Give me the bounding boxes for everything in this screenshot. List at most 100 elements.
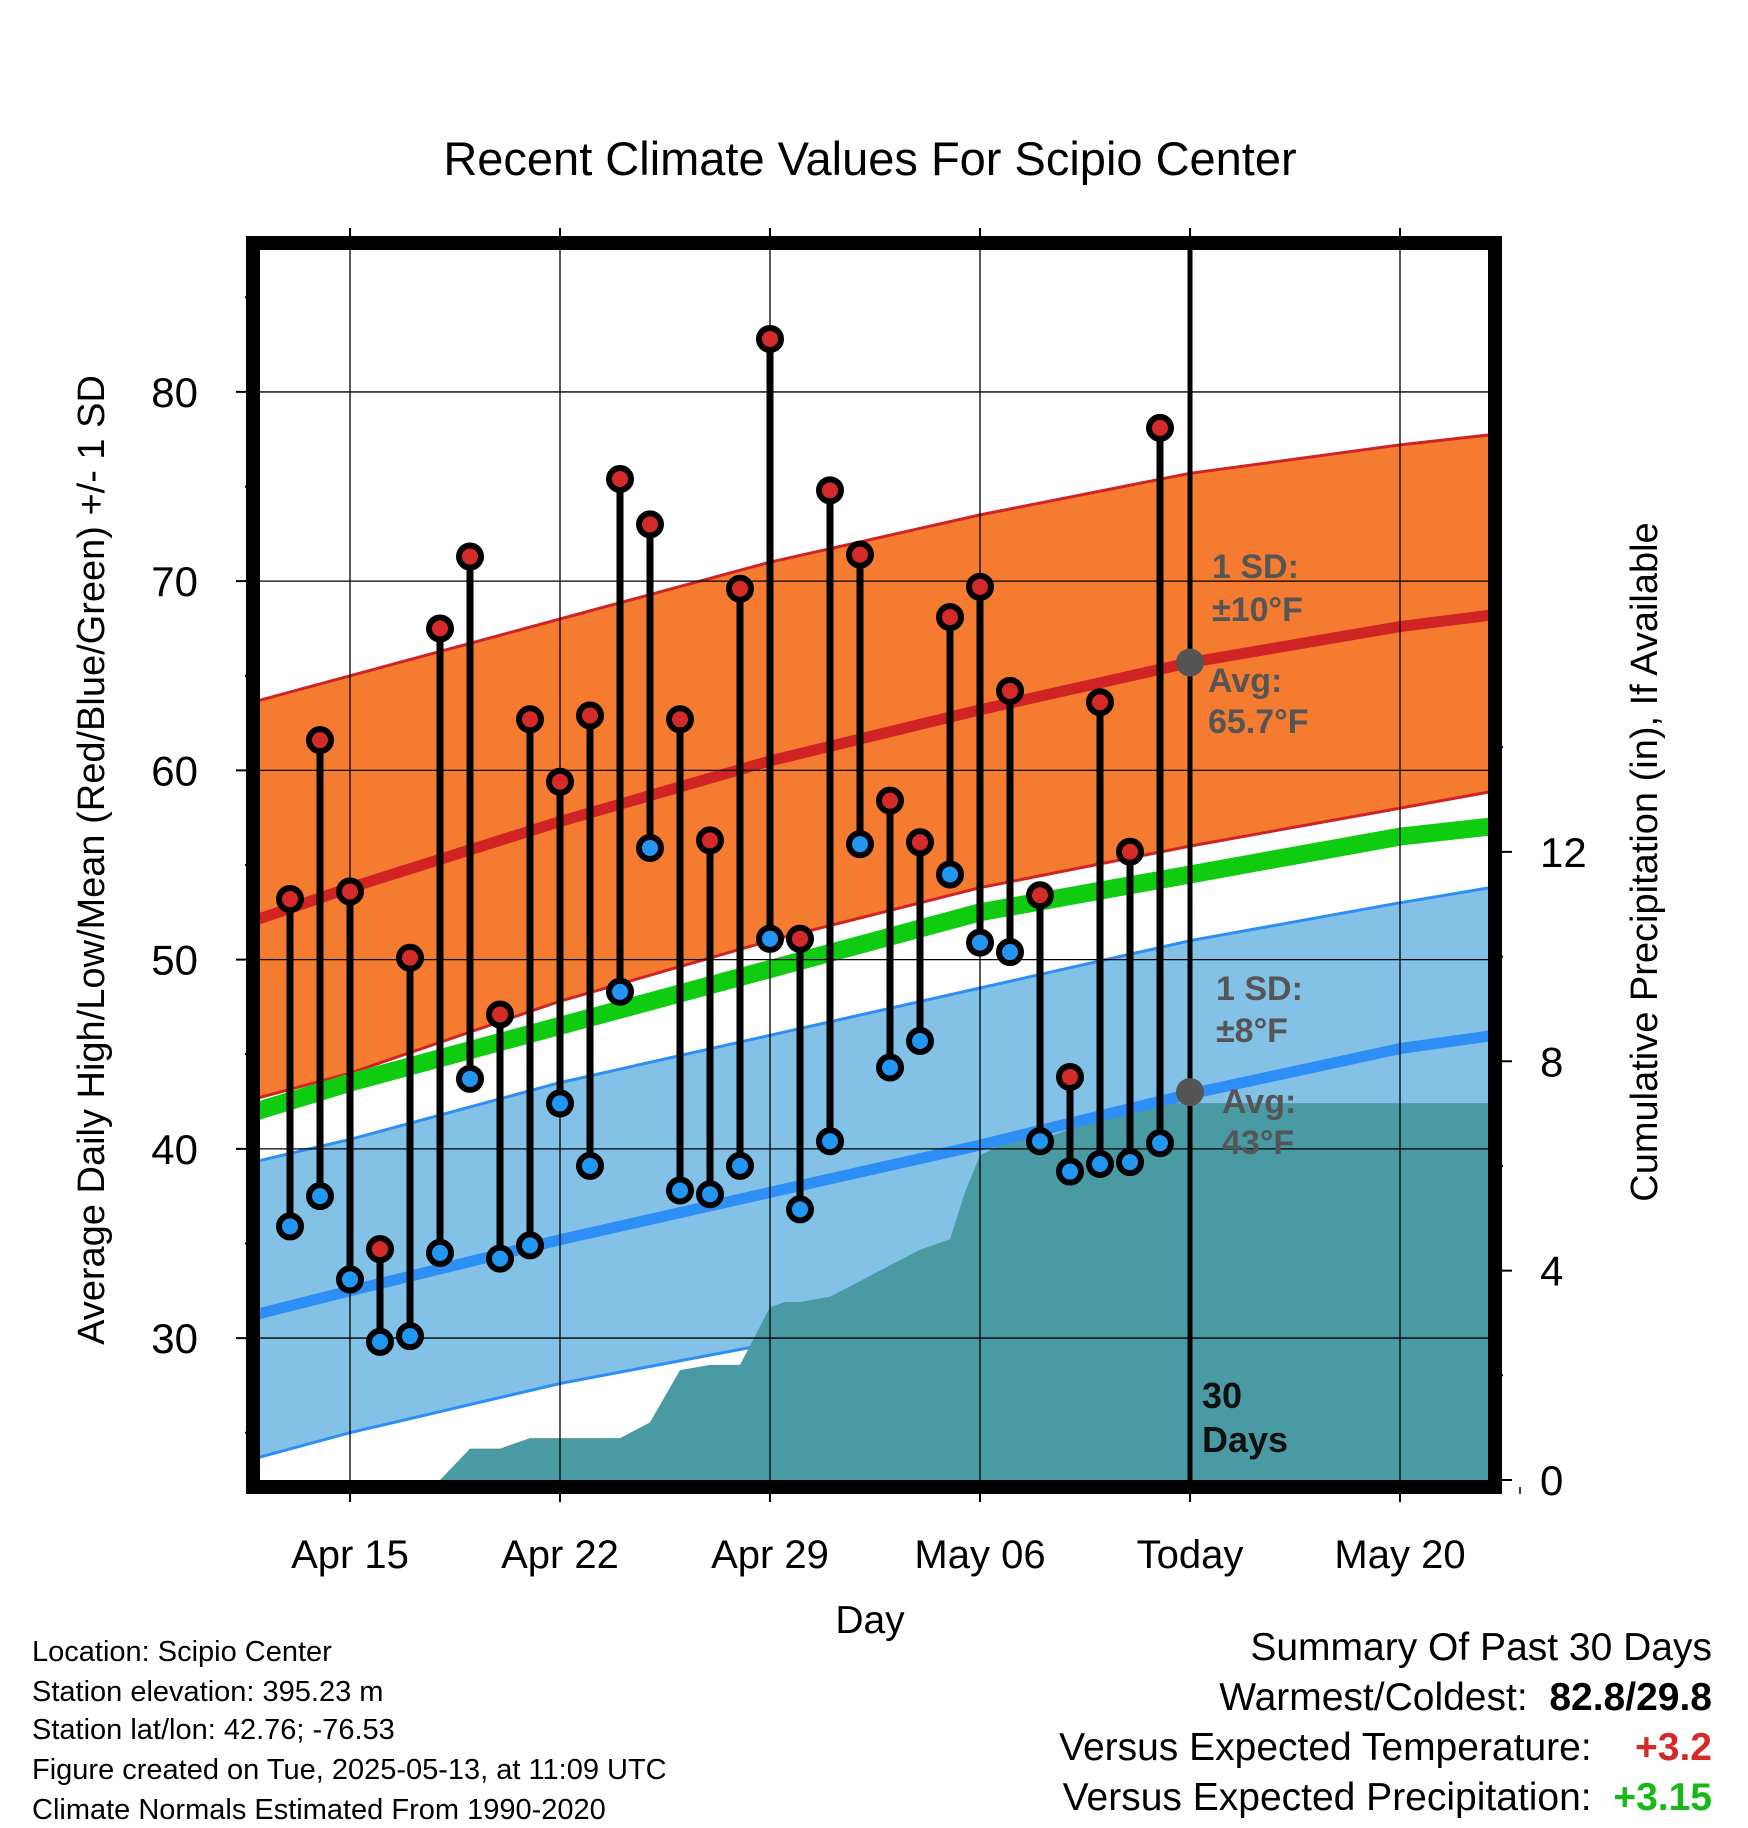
low-temp-point xyxy=(696,1180,724,1209)
high-avg-value: 65.7°F xyxy=(1208,703,1309,741)
low-temp-point xyxy=(816,1127,844,1156)
low-temp-point xyxy=(486,1244,514,1273)
chart-title: Recent Climate Values For Scipio Center xyxy=(443,132,1296,185)
summary-precip: Versus Expected Precipitation: +3.15 xyxy=(1063,1778,1712,1817)
high-temp-point xyxy=(906,828,934,857)
temp-label: Versus Expected Temperature: xyxy=(1059,1726,1592,1769)
low-temp-point xyxy=(546,1089,574,1118)
high-temp-point xyxy=(1146,413,1174,442)
low-temp-point xyxy=(936,860,964,889)
x-tick-label: Apr 15 xyxy=(291,1533,409,1577)
x-axis-label: Day xyxy=(835,1599,905,1642)
low-temp-point xyxy=(756,924,784,953)
y-tick-label: 50 xyxy=(151,937,198,984)
summary-temp: Versus Expected Temperature: +3.2 xyxy=(1059,1728,1712,1767)
high-sd-label: 1 SD: xyxy=(1212,548,1299,586)
high-temp-point xyxy=(546,767,574,796)
precip-value: +3.15 xyxy=(1613,1776,1712,1819)
low-temp-point xyxy=(336,1265,364,1294)
y-tick-label: 80 xyxy=(151,369,198,416)
high-sd-lower-line xyxy=(260,790,1488,1100)
high-temp-point xyxy=(876,786,904,815)
y-tick-label: 70 xyxy=(151,558,198,605)
low-avg-value: 43°F xyxy=(1222,1124,1294,1162)
low-temp-point xyxy=(396,1322,424,1351)
summary-heading: Summary Of Past 30 Days xyxy=(1250,1626,1712,1669)
low-temp-point xyxy=(1146,1129,1174,1158)
mean-normal-line xyxy=(260,817,1488,1120)
low-temp-point xyxy=(606,977,634,1006)
normals-text: Climate Normals Estimated From 1990-2020 xyxy=(32,1794,606,1826)
low-temp-point xyxy=(426,1238,454,1267)
low-temp-point xyxy=(786,1195,814,1224)
high-temp-point xyxy=(996,676,1024,705)
high-temp-point xyxy=(486,1000,514,1029)
high-temp-point xyxy=(636,510,664,539)
low-temp-point xyxy=(306,1182,334,1211)
high-temp-point xyxy=(1116,837,1144,866)
high-sd-value: ±10°F xyxy=(1212,591,1303,629)
high-temp-point xyxy=(576,701,604,730)
low-temp-point xyxy=(276,1212,304,1241)
high-avg-label: Avg: xyxy=(1208,662,1282,700)
high-temp-point xyxy=(276,885,304,914)
high-temp-point xyxy=(1086,688,1114,717)
high-temp-point xyxy=(336,877,364,906)
high-temp-point xyxy=(306,726,334,755)
low-temp-point xyxy=(516,1231,544,1260)
y-axis-label: Average Daily High/Low/Mean (Red/Blue/Gr… xyxy=(71,375,113,1345)
low-avg-label: Avg: xyxy=(1222,1083,1296,1121)
high-temp-point xyxy=(936,603,964,632)
y-tick-label: 30 xyxy=(151,1315,198,1362)
elevation-text: Station elevation: 395.23 m xyxy=(32,1676,384,1708)
created-text: Figure created on Tue, 2025-05-13, at 11… xyxy=(32,1754,667,1786)
y2-tick-label: 0 xyxy=(1540,1457,1563,1504)
low-normal-line xyxy=(260,1030,1488,1320)
low-temp-point xyxy=(966,928,994,957)
high-temp-point xyxy=(1056,1062,1084,1091)
high-temp-point xyxy=(606,464,634,493)
low-temp-point xyxy=(906,1026,934,1055)
low-sd-upper-line xyxy=(260,886,1488,1163)
low-temp-point xyxy=(846,830,874,859)
low-temp-point xyxy=(1116,1148,1144,1177)
high-temp-point xyxy=(696,826,724,855)
high-avg-marker xyxy=(1176,648,1204,677)
latlon-text: Station lat/lon: 42.76; -76.53 xyxy=(32,1714,395,1746)
low-temp-point xyxy=(366,1327,394,1356)
warmest-label: Warmest/Coldest: xyxy=(1219,1676,1528,1719)
high-temp-point xyxy=(756,324,784,353)
low-temp-point xyxy=(1026,1127,1054,1156)
warmest-value: 82.8/29.8 xyxy=(1549,1676,1712,1719)
y-tick-label: 40 xyxy=(151,1126,198,1173)
x-tick-label: Apr 22 xyxy=(501,1533,619,1577)
high-temp-point xyxy=(1026,881,1054,910)
low-temp-point xyxy=(1056,1157,1084,1186)
low-sd-value: ±8°F xyxy=(1216,1012,1288,1050)
summary-warmest: Warmest/Coldest: 82.8/29.8 xyxy=(1219,1678,1712,1717)
y2-tick-label: 12 xyxy=(1540,829,1587,876)
high-temp-point xyxy=(426,614,454,643)
high-sd-band xyxy=(260,435,1488,1098)
low-avg-marker xyxy=(1176,1078,1204,1107)
y2-tick-label: 8 xyxy=(1540,1038,1563,1085)
low-sd-label: 1 SD: xyxy=(1216,970,1303,1008)
high-temp-point xyxy=(816,476,844,505)
x-tick-label: May 20 xyxy=(1334,1533,1465,1577)
y-tick-label: 60 xyxy=(151,747,198,794)
today-days-label: 30 xyxy=(1202,1375,1242,1416)
precip-area xyxy=(440,1103,1488,1480)
y2-axis-label: Cumulative Precipitation (in), If Availa… xyxy=(1624,522,1666,1201)
y2-tick-label: 4 xyxy=(1540,1248,1563,1295)
low-temp-point xyxy=(636,833,664,862)
high-temp-point xyxy=(456,542,484,571)
x-tick-label: May 06 xyxy=(914,1533,1045,1577)
high-sd-upper-line xyxy=(260,433,1488,702)
precip-label: Versus Expected Precipitation: xyxy=(1062,1776,1592,1819)
low-temp-point xyxy=(456,1064,484,1093)
high-temp-point xyxy=(666,705,694,734)
low-temp-point xyxy=(876,1053,904,1082)
high-temp-point xyxy=(786,924,814,953)
